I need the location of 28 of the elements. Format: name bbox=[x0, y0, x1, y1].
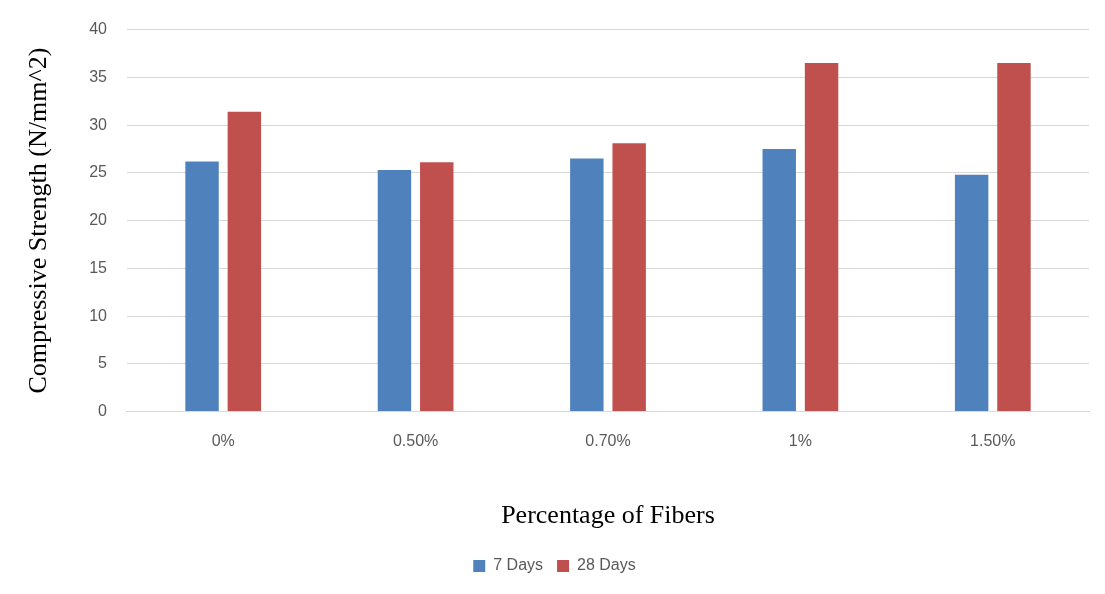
y-tick-label: 15 bbox=[89, 258, 108, 276]
legend-label: 28 Days bbox=[577, 556, 636, 574]
y-tick-label: 35 bbox=[89, 67, 108, 85]
y-tick-label: 10 bbox=[89, 306, 108, 324]
y-tick-label: 5 bbox=[98, 354, 108, 372]
y-tick-label: 40 bbox=[89, 20, 108, 38]
bar bbox=[804, 63, 839, 412]
x-tick-label: 1.50% bbox=[970, 431, 1016, 449]
x-tick-label: 1% bbox=[788, 431, 812, 449]
x-axis-title: Percentage of Fibers bbox=[501, 500, 715, 530]
bar bbox=[762, 148, 796, 412]
bar bbox=[997, 63, 1031, 412]
y-tick-label: 25 bbox=[89, 163, 108, 181]
y-tick-label: 20 bbox=[89, 211, 108, 229]
bar bbox=[954, 174, 989, 412]
y-axis-title: Compressive Strength (N/mm^2) bbox=[23, 47, 53, 394]
legend-label: 7 Days bbox=[493, 556, 544, 574]
bar bbox=[227, 111, 262, 412]
bar bbox=[185, 161, 219, 412]
x-tick-label: 0.70% bbox=[585, 431, 631, 449]
y-tick-label: 0 bbox=[98, 402, 108, 420]
x-tick-label: 0.50% bbox=[392, 431, 439, 449]
bar bbox=[420, 162, 454, 412]
x-tick-label: 0% bbox=[211, 431, 235, 449]
y-tick-label: 30 bbox=[89, 115, 108, 133]
bar bbox=[377, 169, 412, 412]
bar bbox=[612, 143, 646, 412]
bar bbox=[570, 158, 604, 412]
